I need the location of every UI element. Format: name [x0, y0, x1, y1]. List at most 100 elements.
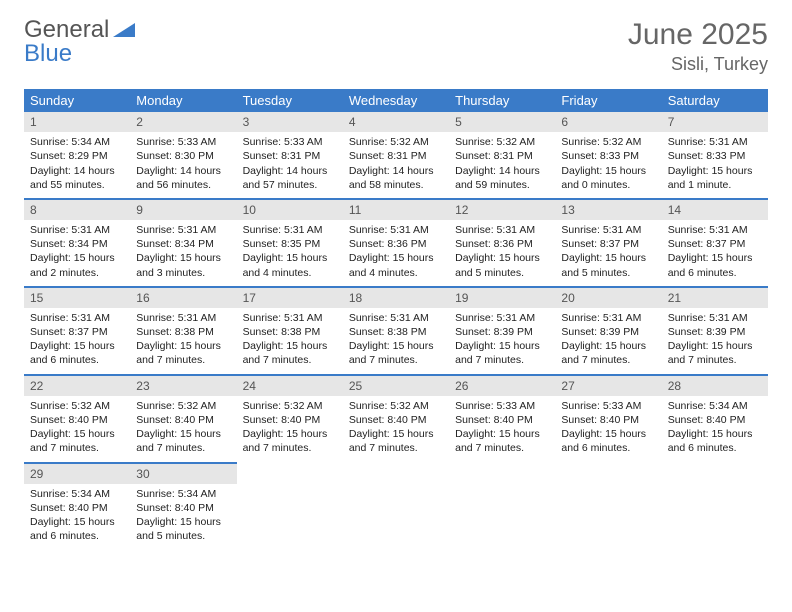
day-number: 18: [343, 288, 449, 308]
day-number: 26: [449, 376, 555, 396]
day-number: 30: [130, 464, 236, 484]
month-title: June 2025: [628, 18, 768, 52]
day-body: Sunrise: 5:31 AMSunset: 8:33 PMDaylight:…: [662, 132, 768, 198]
day-body: Sunrise: 5:34 AMSunset: 8:40 PMDaylight:…: [24, 484, 130, 550]
calendar-head: SundayMondayTuesdayWednesdayThursdayFrid…: [24, 89, 768, 112]
calendar-cell: 15Sunrise: 5:31 AMSunset: 8:37 PMDayligh…: [24, 287, 130, 375]
calendar-cell: 27Sunrise: 5:33 AMSunset: 8:40 PMDayligh…: [555, 375, 661, 463]
calendar-cell: 25Sunrise: 5:32 AMSunset: 8:40 PMDayligh…: [343, 375, 449, 463]
location: Sisli, Turkey: [628, 54, 768, 75]
day-body: Sunrise: 5:31 AMSunset: 8:36 PMDaylight:…: [343, 220, 449, 286]
day-number: 20: [555, 288, 661, 308]
calendar-cell: 10Sunrise: 5:31 AMSunset: 8:35 PMDayligh…: [237, 199, 343, 287]
day-body: Sunrise: 5:31 AMSunset: 8:37 PMDaylight:…: [555, 220, 661, 286]
day-body: Sunrise: 5:32 AMSunset: 8:40 PMDaylight:…: [24, 396, 130, 462]
day-body: Sunrise: 5:31 AMSunset: 8:37 PMDaylight:…: [24, 308, 130, 374]
day-number: 29: [24, 464, 130, 484]
calendar-cell: 7Sunrise: 5:31 AMSunset: 8:33 PMDaylight…: [662, 112, 768, 199]
weekday-header: Tuesday: [237, 89, 343, 112]
calendar-cell: 9Sunrise: 5:31 AMSunset: 8:34 PMDaylight…: [130, 199, 236, 287]
day-body: Sunrise: 5:34 AMSunset: 8:40 PMDaylight:…: [662, 396, 768, 462]
day-body: Sunrise: 5:31 AMSunset: 8:36 PMDaylight:…: [449, 220, 555, 286]
logo-text-1: General: [24, 16, 109, 43]
calendar-cell: 12Sunrise: 5:31 AMSunset: 8:36 PMDayligh…: [449, 199, 555, 287]
calendar-cell: [343, 463, 449, 550]
calendar-cell: 21Sunrise: 5:31 AMSunset: 8:39 PMDayligh…: [662, 287, 768, 375]
header: General Blue June 2025 Sisli, Turkey: [24, 18, 768, 75]
day-body: Sunrise: 5:33 AMSunset: 8:40 PMDaylight:…: [449, 396, 555, 462]
day-number: 12: [449, 200, 555, 220]
day-number: 28: [662, 376, 768, 396]
calendar-cell: 19Sunrise: 5:31 AMSunset: 8:39 PMDayligh…: [449, 287, 555, 375]
day-number: 9: [130, 200, 236, 220]
calendar-cell: [555, 463, 661, 550]
calendar-cell: 23Sunrise: 5:32 AMSunset: 8:40 PMDayligh…: [130, 375, 236, 463]
calendar-cell: 18Sunrise: 5:31 AMSunset: 8:38 PMDayligh…: [343, 287, 449, 375]
calendar-cell: 13Sunrise: 5:31 AMSunset: 8:37 PMDayligh…: [555, 199, 661, 287]
calendar-body: 1Sunrise: 5:34 AMSunset: 8:29 PMDaylight…: [24, 112, 768, 549]
day-number: 3: [237, 112, 343, 132]
weekday-header: Monday: [130, 89, 236, 112]
calendar-cell: 29Sunrise: 5:34 AMSunset: 8:40 PMDayligh…: [24, 463, 130, 550]
day-body: Sunrise: 5:31 AMSunset: 8:38 PMDaylight:…: [237, 308, 343, 374]
day-number: 11: [343, 200, 449, 220]
calendar-cell: [662, 463, 768, 550]
weekday-header: Wednesday: [343, 89, 449, 112]
weekday-header: Saturday: [662, 89, 768, 112]
day-body: Sunrise: 5:32 AMSunset: 8:40 PMDaylight:…: [237, 396, 343, 462]
calendar-cell: 17Sunrise: 5:31 AMSunset: 8:38 PMDayligh…: [237, 287, 343, 375]
day-body: Sunrise: 5:34 AMSunset: 8:29 PMDaylight:…: [24, 132, 130, 198]
calendar-cell: 26Sunrise: 5:33 AMSunset: 8:40 PMDayligh…: [449, 375, 555, 463]
calendar-cell: 28Sunrise: 5:34 AMSunset: 8:40 PMDayligh…: [662, 375, 768, 463]
weekday-header: Thursday: [449, 89, 555, 112]
day-number: 10: [237, 200, 343, 220]
day-number: 24: [237, 376, 343, 396]
day-number: 5: [449, 112, 555, 132]
weekday-header: Sunday: [24, 89, 130, 112]
day-body: Sunrise: 5:31 AMSunset: 8:35 PMDaylight:…: [237, 220, 343, 286]
day-number: 27: [555, 376, 661, 396]
calendar-cell: 30Sunrise: 5:34 AMSunset: 8:40 PMDayligh…: [130, 463, 236, 550]
day-number: 14: [662, 200, 768, 220]
day-body: Sunrise: 5:31 AMSunset: 8:39 PMDaylight:…: [662, 308, 768, 374]
day-body: Sunrise: 5:32 AMSunset: 8:31 PMDaylight:…: [449, 132, 555, 198]
day-number: 17: [237, 288, 343, 308]
day-body: Sunrise: 5:31 AMSunset: 8:34 PMDaylight:…: [24, 220, 130, 286]
day-number: 1: [24, 112, 130, 132]
day-number: 23: [130, 376, 236, 396]
logo-text-2: Blue: [24, 40, 72, 67]
day-body: Sunrise: 5:32 AMSunset: 8:33 PMDaylight:…: [555, 132, 661, 198]
calendar-cell: 11Sunrise: 5:31 AMSunset: 8:36 PMDayligh…: [343, 199, 449, 287]
day-body: Sunrise: 5:34 AMSunset: 8:40 PMDaylight:…: [130, 484, 236, 550]
day-body: Sunrise: 5:31 AMSunset: 8:34 PMDaylight:…: [130, 220, 236, 286]
day-body: Sunrise: 5:32 AMSunset: 8:40 PMDaylight:…: [130, 396, 236, 462]
calendar-cell: 4Sunrise: 5:32 AMSunset: 8:31 PMDaylight…: [343, 112, 449, 199]
calendar-cell: 22Sunrise: 5:32 AMSunset: 8:40 PMDayligh…: [24, 375, 130, 463]
calendar-cell: [449, 463, 555, 550]
calendar-cell: 14Sunrise: 5:31 AMSunset: 8:37 PMDayligh…: [662, 199, 768, 287]
calendar-cell: 3Sunrise: 5:33 AMSunset: 8:31 PMDaylight…: [237, 112, 343, 199]
day-number: 8: [24, 200, 130, 220]
day-number: 6: [555, 112, 661, 132]
day-number: 19: [449, 288, 555, 308]
title-block: June 2025 Sisli, Turkey: [628, 18, 768, 75]
day-body: Sunrise: 5:31 AMSunset: 8:39 PMDaylight:…: [449, 308, 555, 374]
weekday-header: Friday: [555, 89, 661, 112]
calendar-cell: 5Sunrise: 5:32 AMSunset: 8:31 PMDaylight…: [449, 112, 555, 199]
day-body: Sunrise: 5:32 AMSunset: 8:31 PMDaylight:…: [343, 132, 449, 198]
day-number: 25: [343, 376, 449, 396]
calendar-cell: 2Sunrise: 5:33 AMSunset: 8:30 PMDaylight…: [130, 112, 236, 199]
calendar-cell: 24Sunrise: 5:32 AMSunset: 8:40 PMDayligh…: [237, 375, 343, 463]
day-number: 4: [343, 112, 449, 132]
calendar-table: SundayMondayTuesdayWednesdayThursdayFrid…: [24, 89, 768, 549]
calendar-cell: [237, 463, 343, 550]
logo: General Blue: [24, 18, 135, 66]
day-number: 7: [662, 112, 768, 132]
day-body: Sunrise: 5:33 AMSunset: 8:30 PMDaylight:…: [130, 132, 236, 198]
calendar-cell: 6Sunrise: 5:32 AMSunset: 8:33 PMDaylight…: [555, 112, 661, 199]
logo-triangle-icon: [113, 16, 135, 43]
day-body: Sunrise: 5:31 AMSunset: 8:37 PMDaylight:…: [662, 220, 768, 286]
calendar-cell: 20Sunrise: 5:31 AMSunset: 8:39 PMDayligh…: [555, 287, 661, 375]
calendar-cell: 8Sunrise: 5:31 AMSunset: 8:34 PMDaylight…: [24, 199, 130, 287]
day-number: 22: [24, 376, 130, 396]
